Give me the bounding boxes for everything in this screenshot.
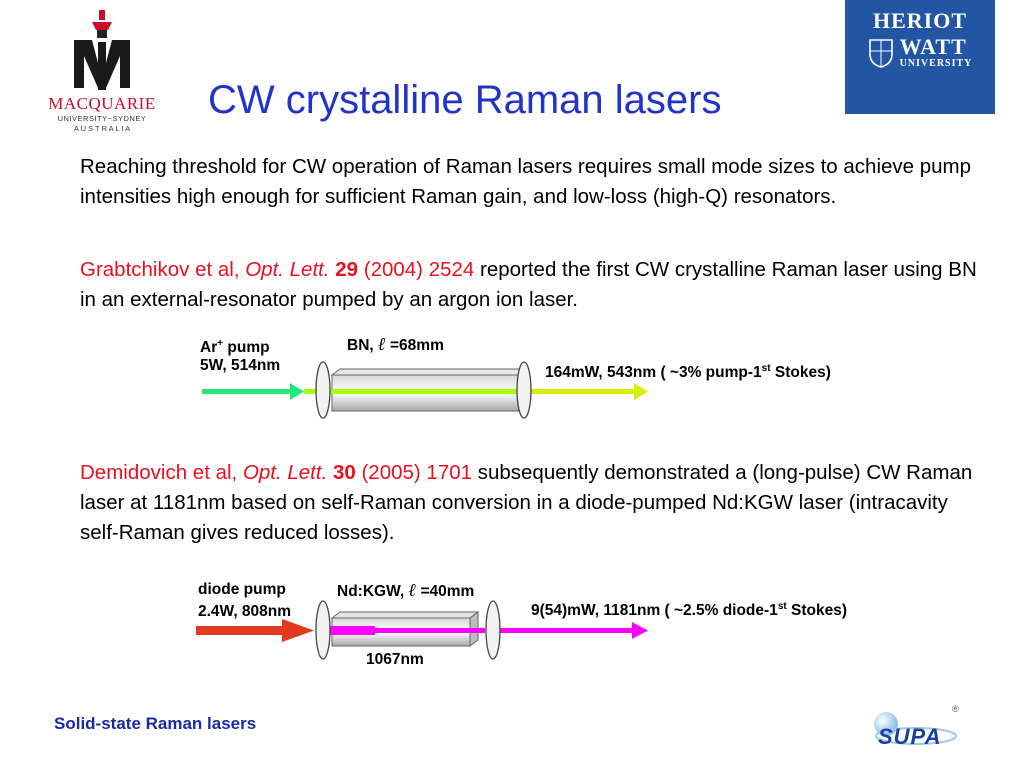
intracavity-beam-2 (325, 626, 375, 635)
macquarie-subtitle: UNIVERSITY~SYDNEY (57, 114, 147, 123)
macquarie-crest-icon (74, 10, 130, 90)
pump-spec-2: 2.4W, 808nm (198, 603, 292, 620)
heriot-watt-line3: UNIVERSITY (899, 58, 973, 69)
pump-spec-1: 5W, 514nm (200, 357, 281, 374)
output-label-1: 164mW, 543nm ( ~3% pump-1st Stokes) (545, 363, 831, 382)
macquarie-country: A U S T R A L I A (73, 124, 131, 133)
citation-pages: (2004) 2524 (358, 258, 475, 281)
output-beam-2 (488, 622, 648, 639)
paragraph-text: subsequently demonstrated a (long-pulse)… (80, 461, 973, 544)
heriot-watt-crest-icon (868, 38, 893, 68)
macquarie-logo: MACQUARIE UNIVERSITY~SYDNEY A U S T R A … (40, 8, 164, 133)
citation-journal: Opt. Lett. (242, 461, 328, 484)
citation-journal: Opt. Lett. (245, 258, 330, 281)
heriot-watt-logo: HERIOT WATT UNIVERSITY (845, 0, 995, 114)
paragraph-1: Reaching threshold for CW operation of R… (80, 155, 972, 208)
pump-label-2: diode pump (198, 581, 286, 598)
paragraph-2: Grabtchikov et al, Opt. Lett. 29 (2004) … (80, 255, 980, 315)
slide-footer: Solid-state Raman lasers (54, 714, 257, 733)
citation-pages: (2005) 1701 (355, 461, 473, 484)
output-beam-1 (516, 383, 648, 400)
intracavity-wavelength-label: 1067nm (366, 651, 424, 668)
supa-logo: SUPA ® (868, 704, 962, 758)
macquarie-name: MACQUARIE (48, 94, 156, 113)
output-mirror-2 (485, 600, 501, 660)
crystal-label-1: BN, ℓ =68mm (347, 334, 444, 354)
crystal-label-2: Nd:KGW, ℓ =40mm (337, 580, 475, 600)
pump-label-1: Ar+ pump (200, 338, 270, 357)
intracavity-beam-1 (304, 389, 516, 394)
citation-volume: 29 (329, 258, 359, 281)
heriot-watt-line1: HERIOT (872, 8, 968, 33)
input-mirror-2 (315, 600, 331, 660)
output-label-2: 9(54)mW, 1181nm ( ~2.5% diode-1st Stokes… (531, 601, 848, 620)
raman-laser-diagram-1 (202, 361, 648, 419)
pump-beam-1 (202, 383, 304, 400)
pump-beam-2 (196, 619, 314, 642)
supa-logo-icon (874, 712, 957, 745)
citation-authors: Grabtchikov et al, (80, 258, 246, 281)
paragraph-text: reported the first CW crystalline Raman … (80, 258, 977, 311)
output-mirror-1 (516, 361, 532, 419)
citation-volume: 30 (327, 461, 356, 484)
supa-registered-mark: ® (952, 704, 959, 714)
raman-laser-diagram-2 (196, 600, 648, 660)
paragraph-3: Demidovich et al, Opt. Lett. 30 (2005) 1… (80, 458, 980, 548)
heriot-watt-line2: WATT (899, 34, 967, 59)
citation-authors: Demidovich et al, (80, 461, 243, 484)
input-mirror-1 (315, 361, 331, 419)
supa-text: SUPA (878, 724, 942, 749)
slide-title: CW crystalline Raman lasers (208, 78, 722, 122)
